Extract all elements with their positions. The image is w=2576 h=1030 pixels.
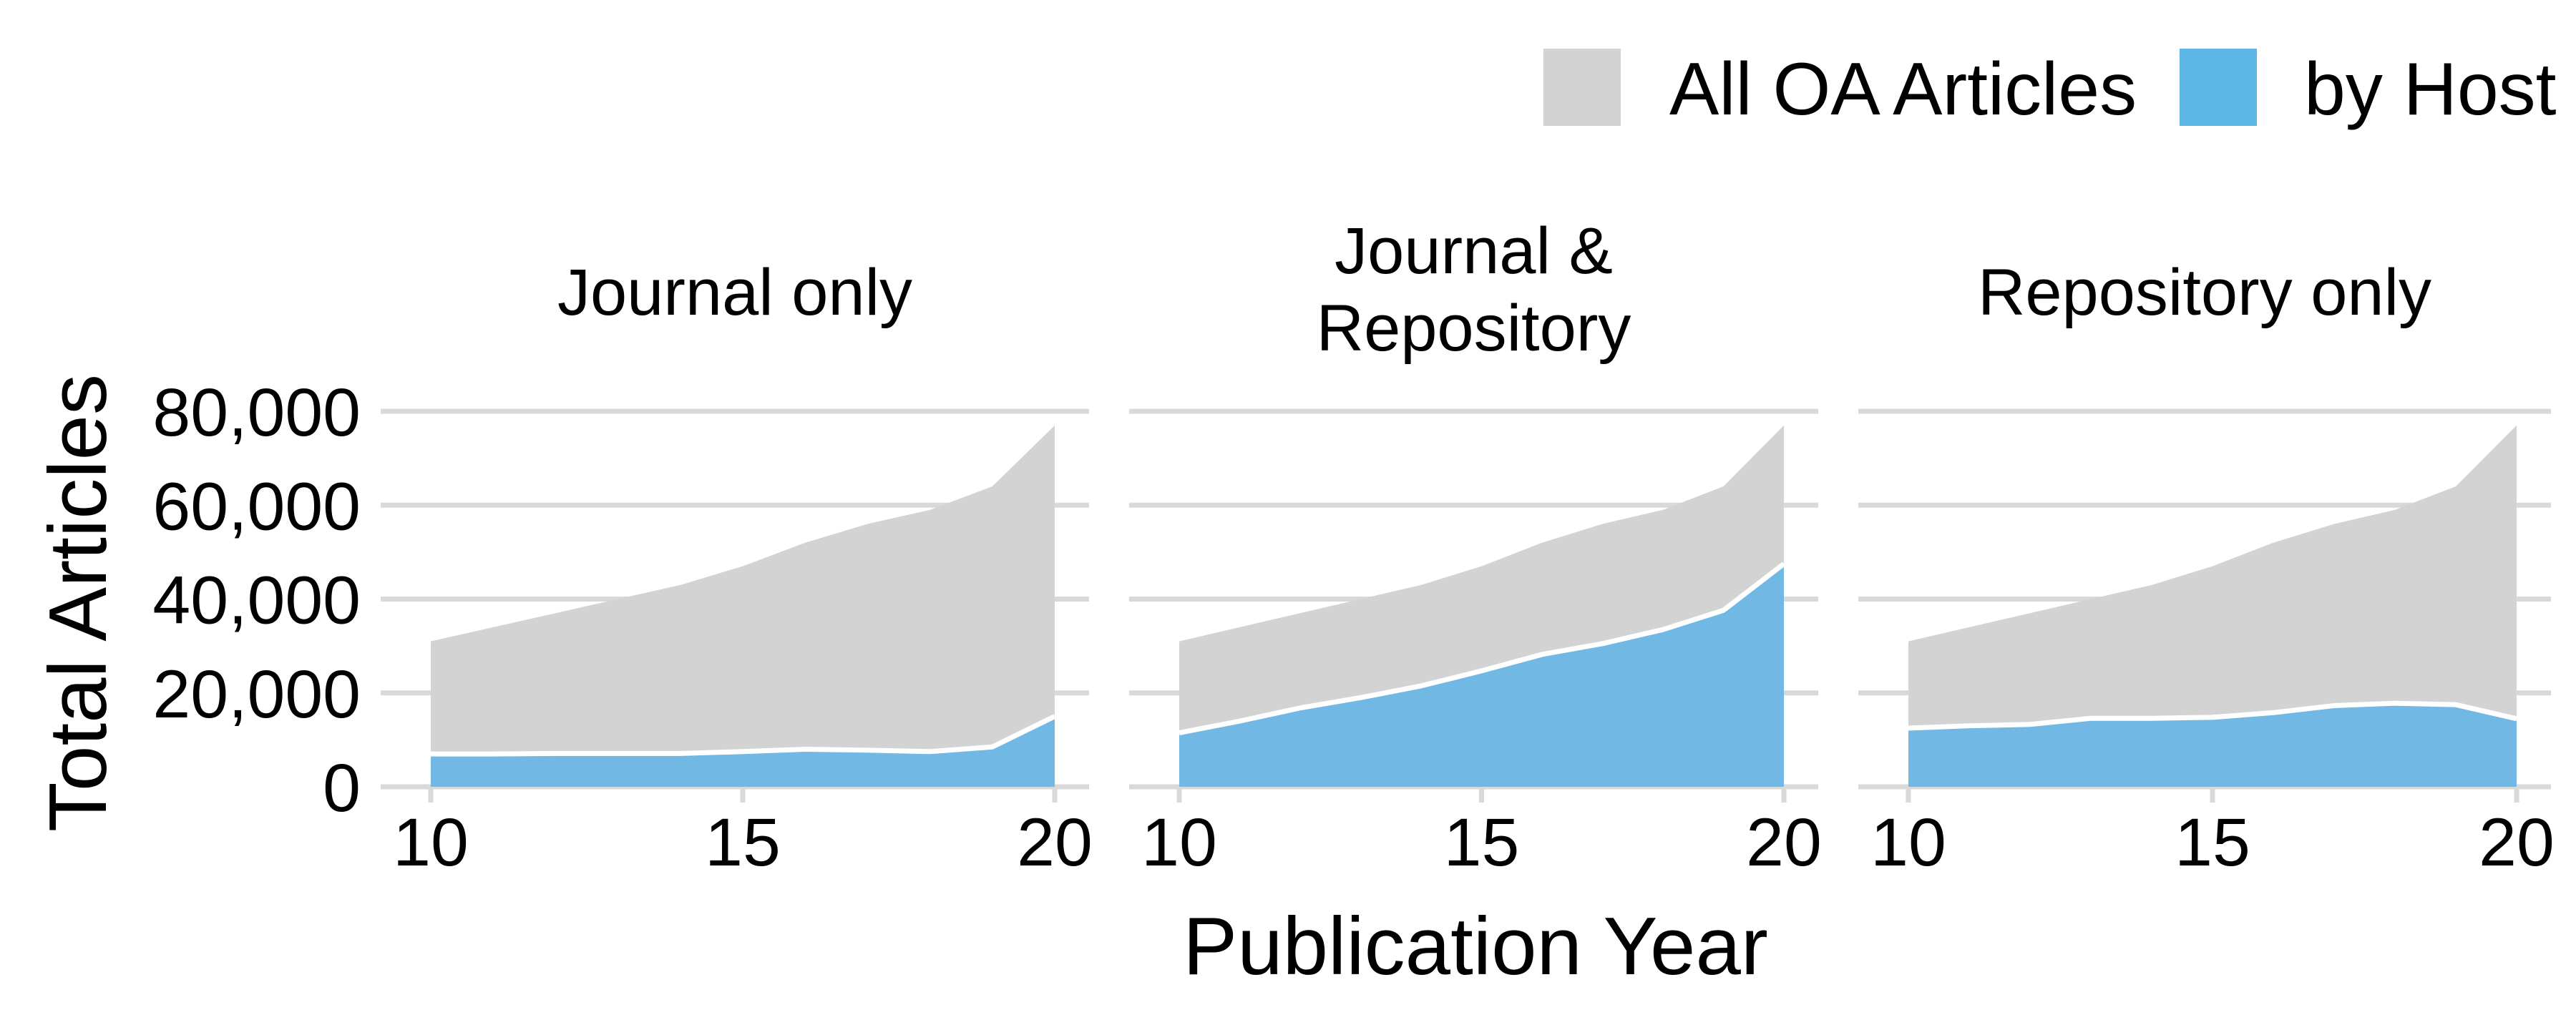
legend: All OA Articles by Host (1543, 48, 2557, 131)
y-axis-title: Total Articles (33, 374, 124, 832)
x-tick-label-0: 10 (1870, 805, 1946, 881)
x-tick-label-2: 20 (1746, 805, 1822, 881)
y-tick-label-1: 20,000 (152, 657, 361, 732)
y-tick-label-2: 40,000 (152, 563, 361, 639)
area-by-host (1908, 703, 2517, 787)
area-by-host (1179, 564, 1784, 787)
area-all-oa-articles (431, 425, 1055, 787)
panel-2: 10 15 20 Journal &Repository (1129, 215, 1822, 881)
panel-title-line-2: Repository (1317, 292, 1631, 365)
panel-title-line-1: Repository only (1978, 256, 2431, 329)
line-by-host (1179, 561, 1786, 735)
x-tick-label-1: 15 (705, 805, 781, 881)
x-tick-label-2: 20 (1017, 805, 1093, 881)
x-tick-label-1: 15 (2175, 805, 2250, 881)
y-tick-label-4: 80,000 (152, 375, 361, 451)
x-tick-label-2: 20 (2479, 805, 2555, 881)
x-tick-label-0: 10 (393, 805, 469, 881)
line-by-host (431, 714, 1056, 757)
legend-swatch-all-oa-articles (1543, 49, 1621, 126)
line-by-host (1908, 700, 2517, 731)
y-tick-label-3: 60,000 (152, 469, 361, 544)
panel-3: 10 15 20 Repository only (1858, 256, 2555, 881)
x-axis-title: Publication Year (1183, 901, 1768, 992)
x-tick-label-1: 15 (1444, 805, 1520, 881)
panel-title-line-1: Journal & (1335, 215, 1613, 288)
panel-1: 10 15 20 Journal only (381, 256, 1093, 881)
y-axis-tick-labels: 0 20,000 40,000 60,000 80,000 (152, 375, 361, 826)
x-tick-label-0: 10 (1141, 805, 1217, 881)
panel-title-line-1: Journal only (557, 256, 912, 329)
legend-label-by-host: by Host (2304, 48, 2557, 131)
legend-swatch-by-host (2180, 49, 2257, 126)
area-all-oa-articles (1908, 425, 2517, 787)
y-tick-label-0: 0 (323, 750, 361, 826)
legend-label-all-oa-articles: All OA Articles (1669, 48, 2137, 131)
